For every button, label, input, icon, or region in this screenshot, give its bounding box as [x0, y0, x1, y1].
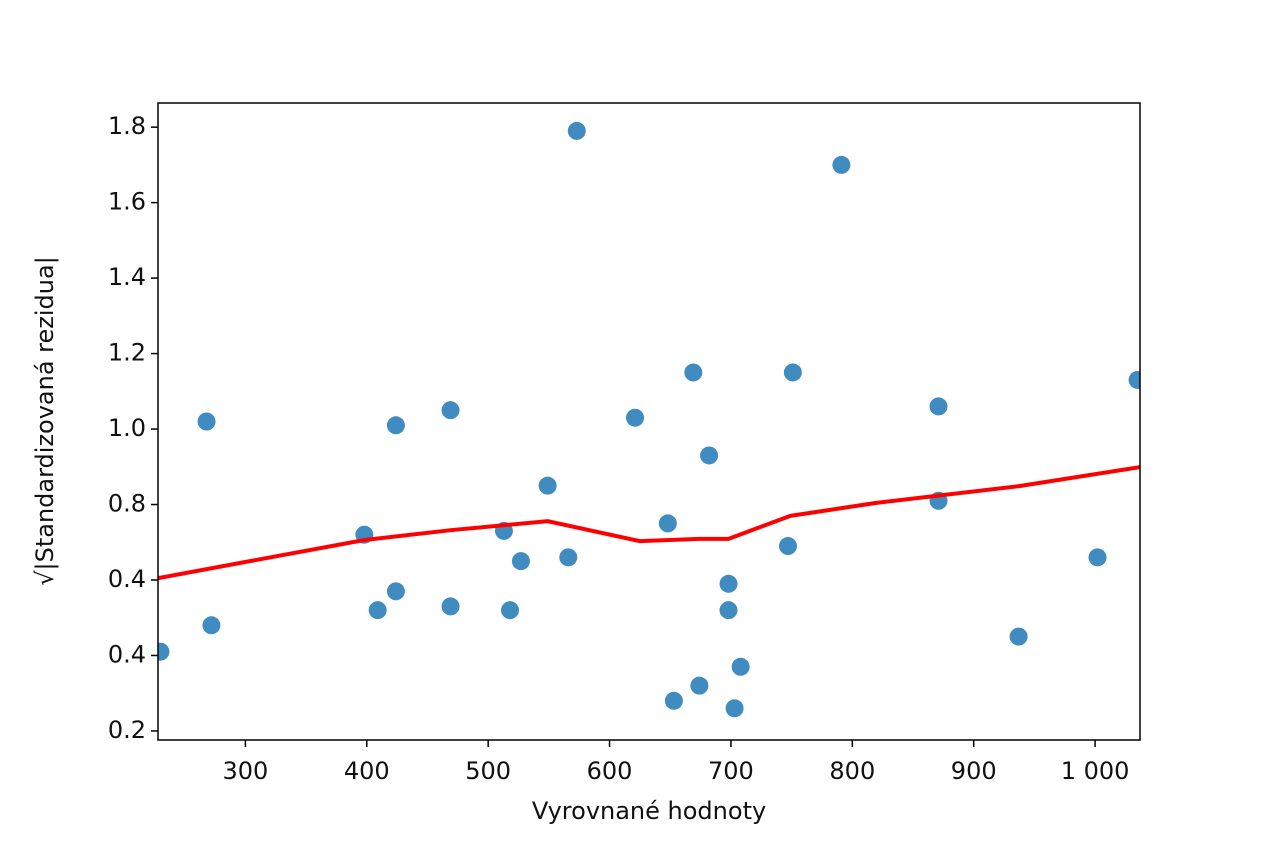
x-tick-label: 400	[344, 757, 390, 785]
point	[202, 616, 221, 635]
point	[567, 121, 586, 140]
point	[386, 416, 405, 435]
plot-area	[158, 121, 1140, 718]
y-tick-label: 1.0	[108, 414, 146, 442]
x-tick-label: 900	[951, 757, 997, 785]
x-tick-label: 500	[465, 757, 511, 785]
y-tick-label: 0.2	[108, 716, 146, 744]
trend-line	[158, 465, 1140, 581]
point	[719, 574, 738, 593]
point	[664, 691, 683, 710]
point	[658, 514, 677, 533]
point	[386, 582, 405, 601]
y-tick-label: 0.4	[108, 565, 146, 593]
point	[1128, 370, 1140, 389]
point	[778, 537, 797, 556]
x-tick-label: 600	[587, 757, 633, 785]
y-tick-label: 0.4	[108, 640, 146, 668]
point	[559, 548, 578, 567]
point	[1009, 627, 1028, 646]
point	[783, 363, 802, 382]
point	[725, 699, 744, 718]
point	[626, 408, 645, 427]
point	[441, 597, 460, 616]
y-tick-label: 1.2	[108, 339, 146, 367]
point	[719, 601, 738, 620]
y-tick-label: 0.8	[108, 490, 146, 518]
x-tick-label: 300	[222, 757, 268, 785]
point	[684, 363, 703, 382]
point	[832, 155, 851, 174]
point	[538, 476, 557, 495]
x-tick-label: 700	[708, 757, 754, 785]
plot-frame	[157, 102, 1141, 741]
x-axis-label: Vyrovnané hodnoty	[532, 797, 766, 825]
point	[501, 601, 520, 620]
x-tick-label: 1 000	[1061, 757, 1130, 785]
y-tick-label: 1.8	[108, 112, 146, 140]
point	[158, 642, 170, 661]
point	[929, 397, 948, 416]
point	[690, 676, 709, 695]
point	[368, 601, 387, 620]
x-tick-label: 800	[829, 757, 875, 785]
y-tick-label: 1.6	[108, 188, 146, 216]
point	[511, 552, 530, 571]
y-axis-label: √|Standardizovaná rezidua|	[31, 256, 59, 586]
y-tick-label: 1.4	[108, 263, 146, 291]
point	[441, 401, 460, 420]
point	[197, 412, 216, 431]
point	[700, 446, 719, 465]
point	[731, 657, 750, 676]
point	[1088, 548, 1107, 567]
